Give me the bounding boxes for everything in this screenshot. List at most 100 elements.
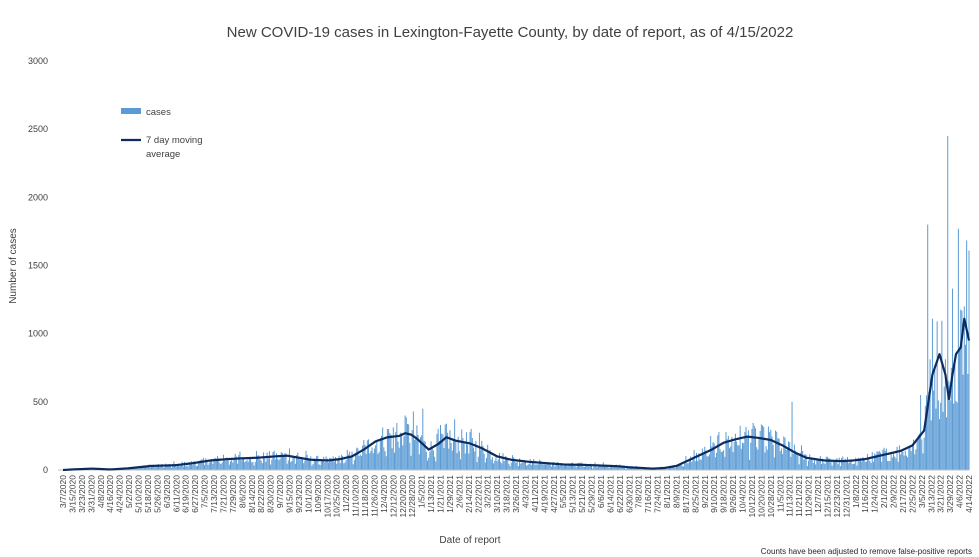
bar-cases [738,445,740,470]
bar-cases [744,431,746,470]
bar-cases [383,447,385,470]
bar-cases [746,436,748,470]
bar-cases [211,459,213,470]
bar-cases [742,442,743,470]
bar-cases [298,456,300,470]
x-tick-label: 1/5/2021 [417,475,427,508]
bar-cases [325,456,327,470]
bar-cases [734,433,736,470]
bar-cases [255,451,257,470]
bar-cases [398,447,400,470]
bar-cases [733,441,735,470]
bar-cases [714,457,716,470]
bar-cases [736,441,738,470]
bar-cases [526,465,528,470]
bar-cases [793,444,795,470]
bar-cases [220,463,222,470]
bar-cases [841,458,843,470]
bar-cases [304,460,306,470]
bar-cases [290,462,292,470]
x-tick-label: 12/20/2020 [398,475,408,518]
bar-cases [494,460,496,470]
bar-cases [373,448,375,470]
legend: cases 7 day moving average [121,107,203,160]
x-tick-label: 2/17/2022 [898,475,908,513]
bar-cases [340,454,342,470]
bar-cases [240,460,242,470]
bar-cases [688,459,690,470]
bar-cases [624,467,626,470]
bar-cases [480,449,482,470]
bar-cases [753,425,755,470]
bar-cases [497,459,499,470]
bar-cases [834,460,836,470]
bar-cases [858,458,860,470]
bar-cases [199,460,201,470]
bar-cases [470,428,472,470]
bar-cases [836,458,838,470]
bar-cases [943,386,945,470]
x-tick-label: 3/31/2020 [86,475,96,513]
bar-cases [677,465,679,470]
bar-cases [672,465,674,470]
bar-cases [430,441,432,470]
bar-cases [274,459,276,470]
bar-cases [640,468,642,470]
bar-cases [950,367,952,470]
bar-cases [556,461,558,470]
bar-cases [868,458,870,470]
bar-cases [940,402,942,470]
bar-cases [272,451,274,470]
bar-cases [172,464,174,470]
bar-cases [544,464,546,470]
bar-cases [703,454,705,470]
x-tick-label: 4/6/2022 [955,475,965,508]
bar-cases [828,458,830,470]
bar-cases [213,458,215,470]
bar-cases [363,439,365,470]
bar-cases [706,456,708,470]
bar-cases [831,465,833,470]
bar-cases [591,466,592,470]
bar-cases [349,451,351,470]
x-tick-label: 11/10/2020 [351,475,361,517]
x-tick-label: 9/23/2020 [294,475,304,513]
bar-cases [473,447,475,470]
bar-cases [701,448,703,470]
bar-cases [150,465,152,470]
bar-cases [431,447,433,470]
bar-cases [195,466,197,470]
bar-cases [258,455,260,470]
x-tick-label: 11/13/2021 [785,475,795,517]
bar-cases [731,436,733,470]
bar-cases [752,422,754,470]
x-tick-label: 8/22/2020 [256,475,266,513]
x-tick-label: 9/10/2021 [709,475,719,513]
bar-cases [521,462,523,470]
bar-cases [553,461,555,470]
bar-cases [751,429,753,470]
bar-cases [296,455,298,470]
bar-cases [537,464,539,470]
bar-cases [805,454,807,470]
bar-cases [600,466,602,470]
bar-cases [251,462,253,470]
bar-cases [745,427,747,470]
bar-cases [963,306,965,470]
bar-cases [607,466,609,470]
bar-cases [204,464,206,470]
bar-cases [285,453,287,470]
bar-cases [371,447,373,470]
bar-cases [337,458,339,470]
bar-cases [670,467,672,470]
bar-cases [174,465,176,470]
bar-cases [406,424,408,470]
bar-cases [522,462,524,470]
bar-cases [457,436,459,470]
bar-cases [418,454,420,470]
bar-cases [725,432,727,470]
x-tick-label: 11/5/2021 [775,475,785,512]
x-tick-label: 10/9/2020 [313,475,323,513]
bar-cases [541,463,543,470]
bar-cases [179,466,181,470]
